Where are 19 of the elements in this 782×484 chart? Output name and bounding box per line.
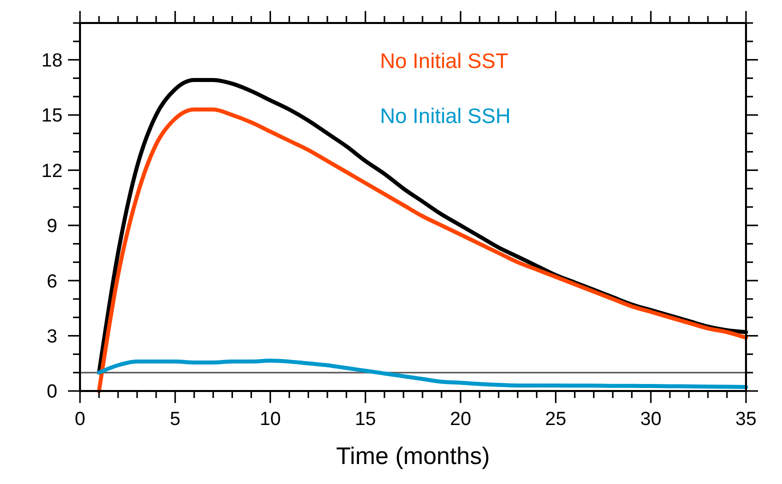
line-series: [97, 358, 748, 389]
x-tick-label: 30: [640, 409, 662, 430]
x-tick-label: 5: [170, 409, 180, 430]
y-tick-label: 6: [46, 271, 58, 292]
x-axis-title: Time (months): [336, 443, 490, 470]
y-tick-label: 12: [41, 160, 63, 182]
x-tick-label: 25: [545, 409, 566, 430]
y-tick-label: 0: [46, 382, 58, 403]
y-tick-label: 15: [41, 106, 63, 127]
y-tick-label: 18: [41, 50, 63, 72]
x-tick-label: 0: [74, 409, 86, 430]
x-tick-label: 20: [450, 409, 472, 430]
x-tick-label: 35: [735, 409, 757, 430]
y-tick-label: 9: [46, 216, 58, 238]
y-tick-label: 3: [46, 326, 58, 348]
text: No Initial SSH: [380, 105, 511, 128]
x-tick-label: 10: [260, 409, 281, 430]
x-tick-label: 15: [354, 409, 376, 430]
text: No Initial SST: [380, 50, 509, 73]
